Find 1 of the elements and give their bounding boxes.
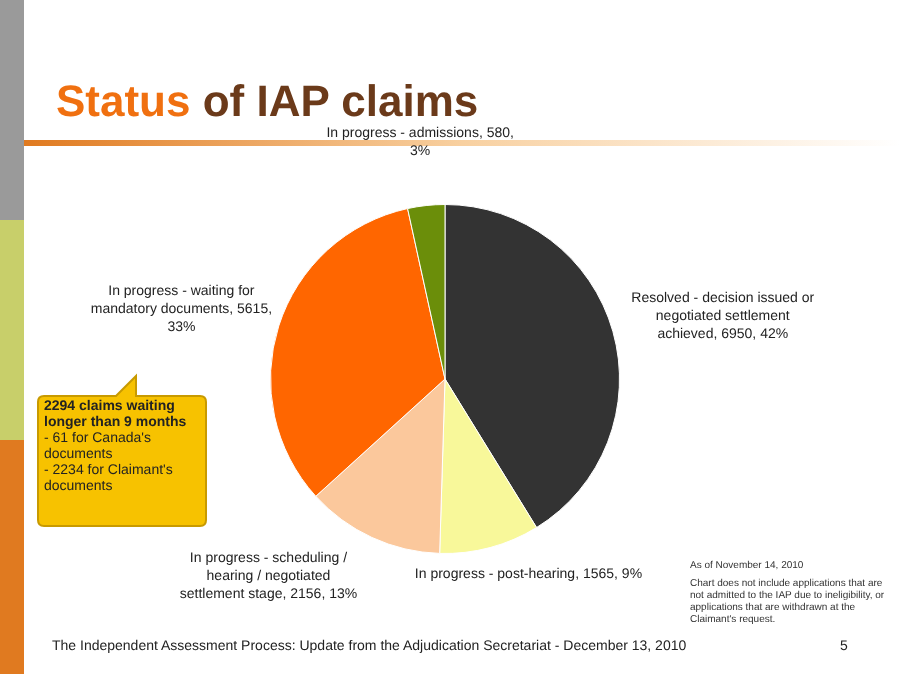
chart-title: Status of IAP claims (56, 76, 479, 126)
